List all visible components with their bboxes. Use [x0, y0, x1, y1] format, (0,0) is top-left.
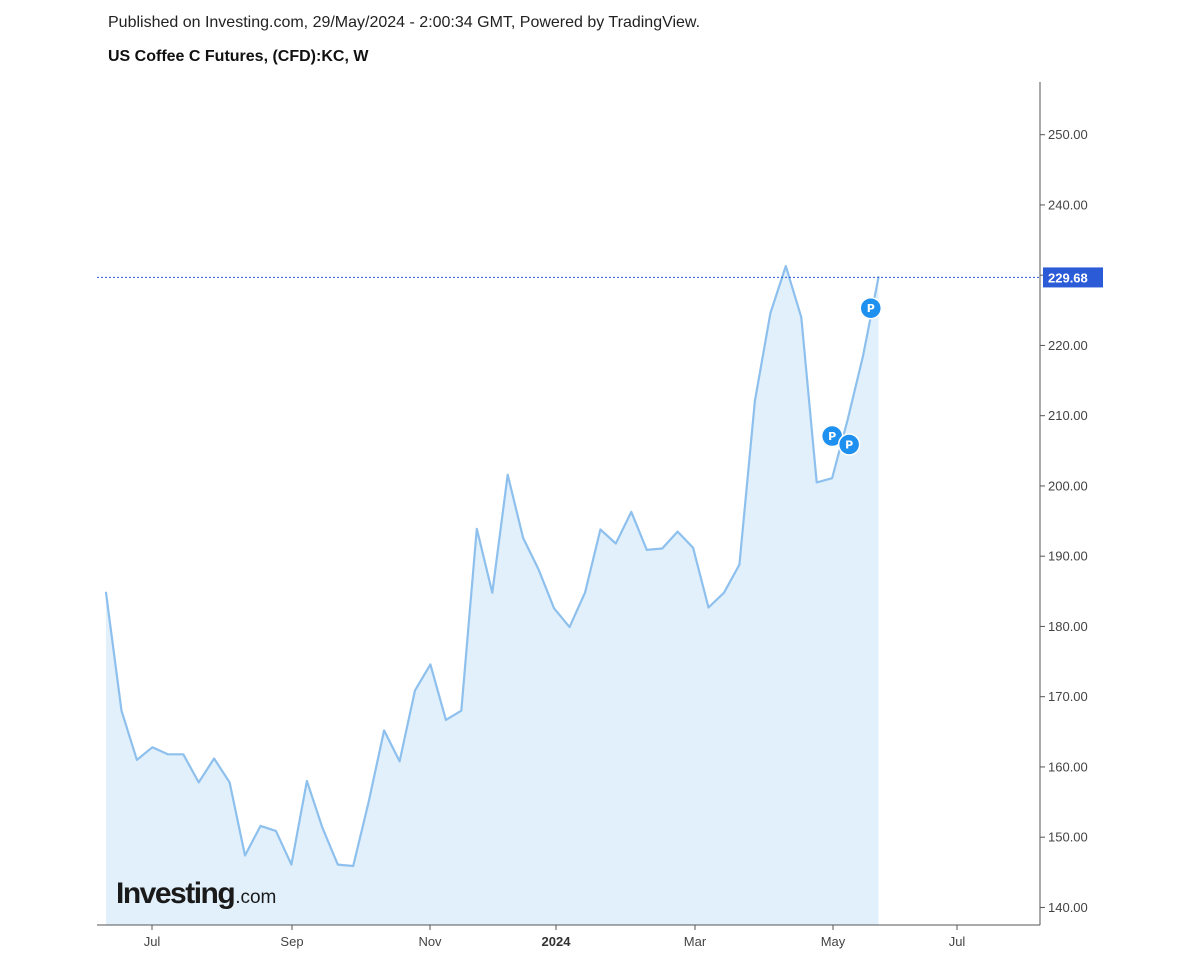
x-tick-label: Sep [280, 934, 303, 949]
y-tick-label: 180.00 [1048, 619, 1088, 634]
event-marker-circle [837, 433, 861, 456]
y-tick-label: 220.00 [1048, 338, 1088, 353]
x-tick-label: Mar [684, 934, 707, 949]
y-tick-label: 250.00 [1048, 127, 1088, 142]
price-series-line [104, 265, 880, 868]
y-tick-label: 200.00 [1048, 478, 1088, 493]
y-tick-label: 210.00 [1048, 408, 1088, 423]
y-tick-label: 170.00 [1048, 689, 1088, 704]
price-area-fill [106, 266, 879, 926]
y-tick-label: 160.00 [1048, 759, 1088, 774]
x-tick-label: May [821, 934, 846, 949]
x-tick-label: Jul [949, 934, 966, 949]
event-marker-label: P [867, 302, 875, 315]
event-marker-label: P [828, 430, 836, 443]
published-caption: Published on Investing.com, 29/May/2024 … [108, 14, 701, 31]
event-marker-label: P [845, 438, 853, 451]
investing-logo: Investing.com [116, 877, 276, 910]
y-tick-label: 150.00 [1048, 830, 1088, 845]
last-price-label-text: 229.68 [1048, 270, 1088, 285]
svg-text:Investing.com: Investing.com [116, 877, 276, 910]
logo-wordmark: Investing [116, 877, 234, 910]
x-tick-label: Nov [418, 934, 442, 949]
x-tick-label: 2024 [542, 934, 572, 949]
y-tick-label: 240.00 [1048, 197, 1088, 212]
chart-title: US Coffee C Futures, (CFD):KC, W [108, 48, 369, 65]
y-tick-label: 140.00 [1048, 900, 1088, 915]
event-marker-circle [859, 296, 883, 320]
last-price-label-background [1043, 267, 1103, 288]
y-axis: 140.00 150.00 160.00 170.00 180.00 190.00 200.… [1040, 127, 1088, 915]
event-marker[interactable]: P [837, 433, 861, 456]
last-price-label: 229.68 [1043, 267, 1103, 288]
x-tick-label: Jul [144, 934, 161, 949]
logo-suffix: .com [235, 887, 276, 908]
event-markers: PPP [820, 296, 883, 456]
event-marker[interactable]: P [859, 296, 883, 320]
y-tick-label: 190.00 [1048, 549, 1088, 564]
x-axis: Jul Sep Nov 2024 Mar May Jul [144, 925, 966, 949]
